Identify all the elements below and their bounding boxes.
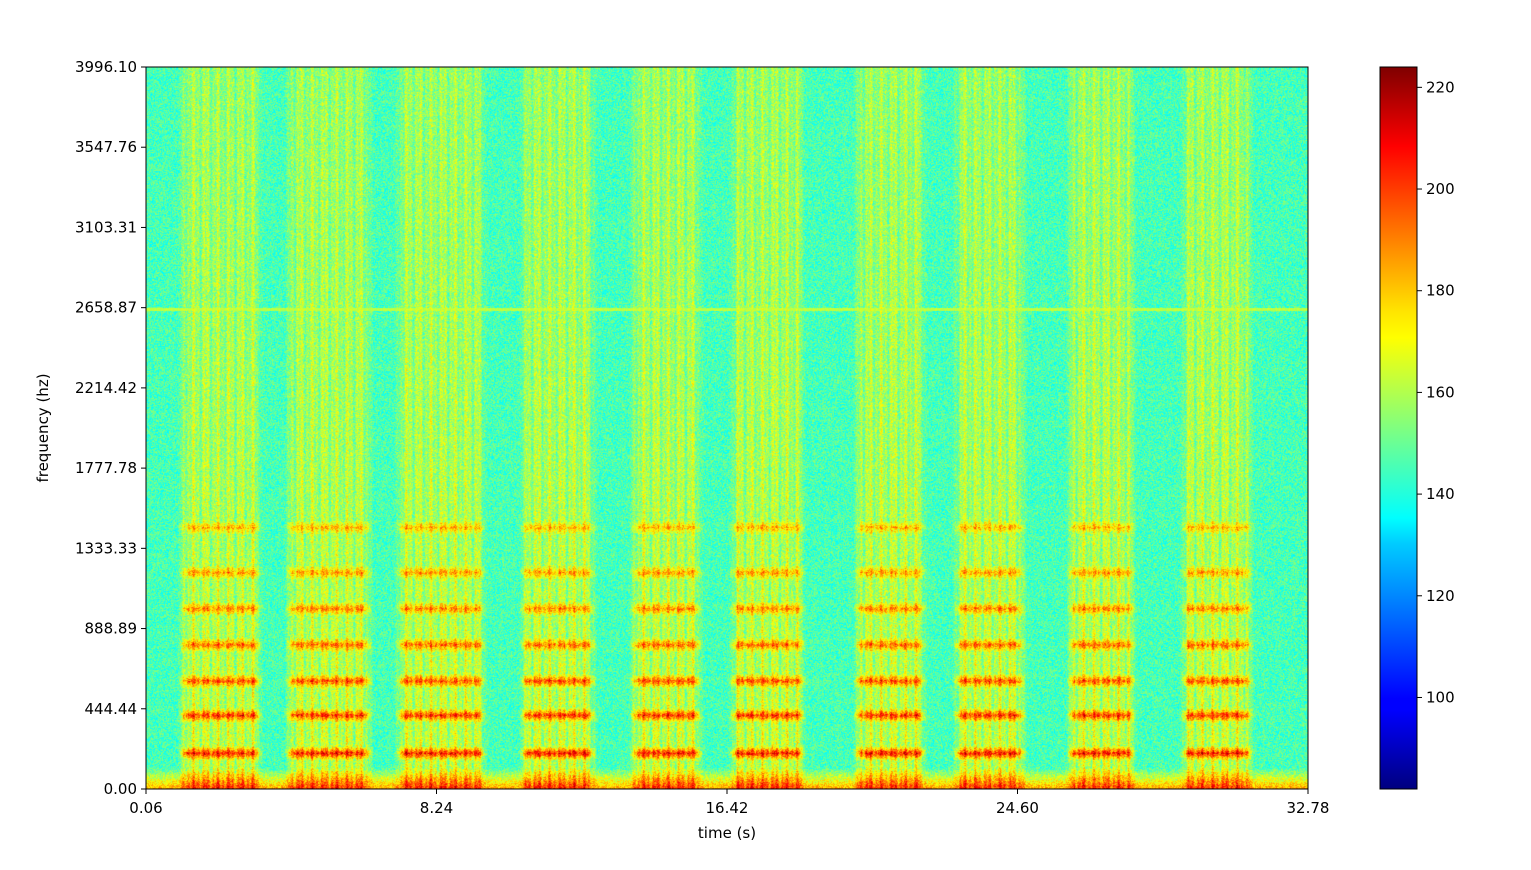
x-axis: 0.06 8.24 16.42 24.60 32.78 bbox=[129, 789, 1329, 817]
y-tick-label: 444.44 bbox=[85, 700, 138, 718]
y-tick-label: 888.89 bbox=[85, 620, 138, 638]
colorbar-gradient bbox=[1380, 67, 1417, 789]
y-tick-label: 0.00 bbox=[104, 780, 137, 798]
colorbar-tick-label: 120 bbox=[1426, 587, 1455, 605]
y-tick-label: 1333.33 bbox=[75, 539, 137, 557]
colorbar-tick-label: 220 bbox=[1426, 78, 1455, 96]
x-tick-label: 16.42 bbox=[706, 799, 749, 817]
colorbar-tick-label: 160 bbox=[1426, 383, 1455, 401]
y-tick-label: 3103.31 bbox=[75, 218, 137, 236]
y-tick-label: 2658.87 bbox=[75, 299, 137, 317]
x-axis-label: time (s) bbox=[698, 824, 756, 842]
y-tick-label: 3996.10 bbox=[75, 58, 137, 76]
colorbar: 100 120 140 160 180 200 220 bbox=[1379, 66, 1455, 790]
y-axis: 0.00 444.44 888.89 1333.33 1777.78 2214.42 265… bbox=[75, 58, 146, 798]
colorbar-tick-label: 180 bbox=[1426, 282, 1455, 300]
colorbar-ticks: 100 120 140 160 180 200 220 bbox=[1417, 78, 1455, 706]
y-tick-label: 2214.42 bbox=[75, 379, 137, 397]
colorbar-tick-label: 100 bbox=[1426, 688, 1455, 706]
x-tick-label: 8.24 bbox=[420, 799, 453, 817]
colorbar-tick-label: 200 bbox=[1426, 180, 1455, 198]
x-tick-label: 24.60 bbox=[996, 799, 1039, 817]
spectrogram-image bbox=[146, 67, 1308, 789]
y-axis-label: frequency (hz) bbox=[34, 373, 52, 482]
y-tick-label: 1777.78 bbox=[75, 459, 137, 477]
y-tick-label: 3547.76 bbox=[75, 138, 137, 156]
colorbar-tick-label: 140 bbox=[1426, 485, 1455, 503]
x-tick-label: 32.78 bbox=[1287, 799, 1330, 817]
colorbar-frame bbox=[1379, 66, 1418, 790]
x-tick-label: 0.06 bbox=[129, 799, 162, 817]
plot-area bbox=[145, 66, 1309, 790]
